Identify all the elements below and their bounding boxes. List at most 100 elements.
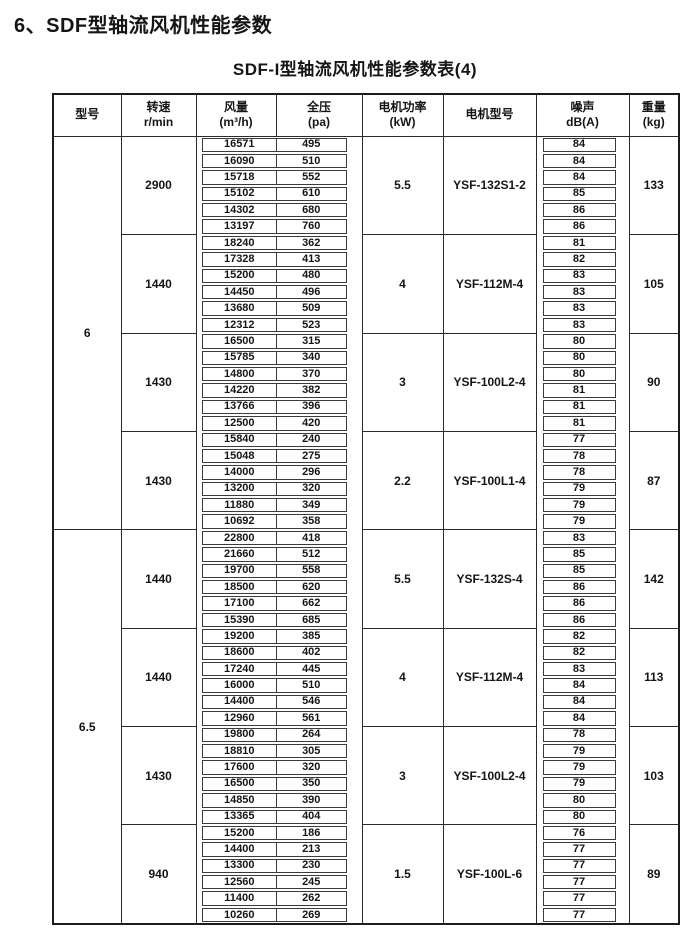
pressure-value: 552 <box>276 170 347 185</box>
col-header-noise: 噪声 dB(A) <box>535 93 630 137</box>
pressure-cell: 262 <box>276 890 362 906</box>
table-row: 15048 275 78 <box>53 448 679 464</box>
noise-cell: 77 <box>536 907 629 924</box>
air-volume-value: 15785 <box>201 350 276 365</box>
table-row: 940 15200 186 1.5 YSF-100L-6 76 89 <box>53 824 680 925</box>
noise-value: 78 <box>542 465 616 480</box>
air-volume-value: 14850 <box>201 793 276 808</box>
table-row: 13300 230 77 <box>53 858 679 874</box>
pressure-value: 546 <box>276 694 347 710</box>
pressure-cell: 620 <box>276 579 362 595</box>
noise-cell: 86 <box>536 218 629 234</box>
noise-value: 84 <box>542 694 616 710</box>
noise-value: 82 <box>542 629 616 644</box>
weight-cell: 90 <box>628 332 680 433</box>
pressure-cell: 362 <box>276 235 362 251</box>
noise-cell: 77 <box>536 874 629 890</box>
pressure-cell: 186 <box>276 825 362 841</box>
weight-cell: 103 <box>628 726 680 826</box>
noise-cell: 86 <box>536 612 629 628</box>
pressure-value: 315 <box>276 334 347 349</box>
weight-cell: 87 <box>628 431 680 531</box>
table-row: 18600 402 82 <box>53 645 679 661</box>
air-volume-cell: 19200 <box>196 628 276 644</box>
air-volume-cell: 12500 <box>196 415 276 431</box>
pressure-cell: 418 <box>276 530 362 546</box>
pressure-value: 509 <box>276 301 347 316</box>
air-volume-cell: 14850 <box>196 792 276 808</box>
air-volume-value: 12960 <box>201 711 276 726</box>
pressure-value: 413 <box>276 252 347 267</box>
pressure-cell: 546 <box>276 694 362 710</box>
air-volume-value: 22800 <box>201 530 276 546</box>
air-volume-value: 15718 <box>201 170 276 185</box>
pressure-value: 213 <box>276 842 347 857</box>
air-volume-value: 13200 <box>201 481 276 497</box>
col-header-line2: (m³/h) <box>219 115 253 130</box>
noise-cell: 84 <box>536 153 629 169</box>
table-row: 14302 680 86 <box>53 202 679 218</box>
air-volume-cell: 10260 <box>196 907 276 924</box>
pressure-value: 561 <box>276 711 347 726</box>
pressure-cell: 610 <box>276 186 362 202</box>
air-volume-value: 18500 <box>201 580 276 595</box>
pressure-cell: 760 <box>276 218 362 234</box>
pressure-cell: 320 <box>276 759 362 775</box>
air-volume-cell: 18500 <box>196 579 276 595</box>
pressure-cell: 445 <box>276 661 362 677</box>
noise-cell: 83 <box>536 284 629 300</box>
noise-value: 86 <box>542 203 616 218</box>
noise-cell: 82 <box>536 645 629 661</box>
table-row: 17600 320 79 <box>53 759 679 775</box>
air-volume-value: 19700 <box>201 563 276 579</box>
col-header-line1: 全压 <box>306 99 331 114</box>
air-volume-cell: 15718 <box>196 169 276 185</box>
table-row: 1440 18240 362 4 YSF-112M-4 81 105 <box>53 234 680 334</box>
pressure-value: 230 <box>276 858 347 874</box>
pressure-cell: 509 <box>276 300 362 316</box>
air-volume-cell: 22800 <box>196 530 276 546</box>
noise-cell: 79 <box>536 481 629 497</box>
table-row: 18810 305 79 <box>53 743 679 759</box>
noise-cell: 86 <box>536 595 629 611</box>
air-volume-cell: 15200 <box>196 825 276 841</box>
table-row: 14400 546 84 <box>53 694 679 710</box>
noise-value: 77 <box>542 891 616 906</box>
air-volume-value: 13680 <box>201 301 276 316</box>
pressure-value: 240 <box>276 432 347 447</box>
weight-cell: 89 <box>628 824 680 925</box>
air-volume-cell: 16000 <box>196 677 276 693</box>
pressure-value: 264 <box>276 727 347 742</box>
noise-cell: 84 <box>536 136 629 153</box>
air-volume-cell: 18240 <box>196 235 276 251</box>
noise-value: 84 <box>542 678 616 693</box>
noise-value: 77 <box>542 842 616 857</box>
pressure-value: 480 <box>276 268 347 284</box>
table-row: 10260 269 77 <box>53 907 679 924</box>
pressure-value: 358 <box>276 514 347 529</box>
pressure-value: 685 <box>276 612 347 628</box>
pressure-cell: 370 <box>276 366 362 382</box>
table-row: 13680 509 83 <box>53 300 679 316</box>
col-header-power: 电机功率 (kW) <box>361 93 444 137</box>
noise-cell: 79 <box>536 497 629 513</box>
pressure-cell: 561 <box>276 710 362 726</box>
noise-cell: 82 <box>536 628 629 644</box>
table-row: 14850 390 80 <box>53 792 679 808</box>
pressure-value: 320 <box>276 760 347 775</box>
noise-value: 79 <box>542 498 616 513</box>
pressure-value: 662 <box>276 596 347 611</box>
col-header-line1: 噪声 <box>570 99 595 114</box>
air-volume-value: 12500 <box>201 416 276 431</box>
pressure-value: 404 <box>276 809 347 824</box>
noise-cell: 79 <box>536 759 629 775</box>
pressure-value: 382 <box>276 383 347 398</box>
table-row: 17100 662 86 <box>53 595 679 611</box>
pressure-value: 760 <box>276 219 347 234</box>
noise-cell: 80 <box>536 366 629 382</box>
pressure-cell: 245 <box>276 874 362 890</box>
noise-cell: 83 <box>536 530 629 546</box>
power-cell: 1.5 <box>361 824 444 925</box>
air-volume-value: 12560 <box>201 875 276 890</box>
air-volume-value: 17240 <box>201 662 276 677</box>
